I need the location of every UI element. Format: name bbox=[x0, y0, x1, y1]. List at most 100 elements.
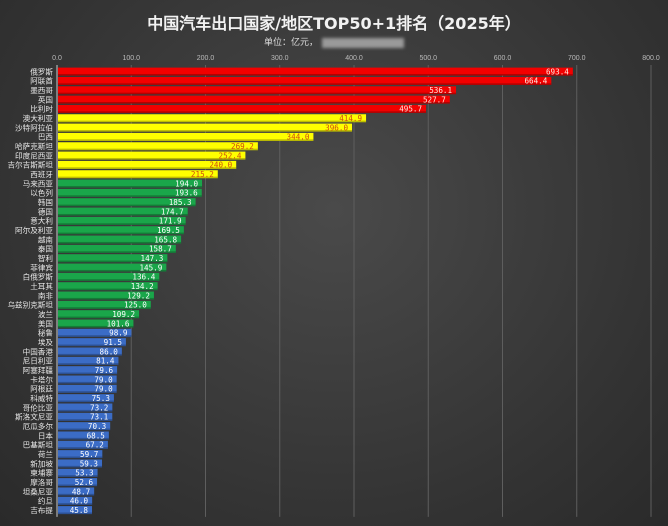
bar bbox=[58, 104, 427, 113]
bar-shadow bbox=[58, 288, 158, 291]
bar bbox=[58, 142, 258, 151]
x-tick-label: 500.0 bbox=[419, 55, 437, 62]
bar-shadow bbox=[58, 307, 151, 309]
category-label: 阿联酋 bbox=[30, 76, 53, 86]
value-label: 174.7 bbox=[161, 207, 184, 216]
bar bbox=[58, 282, 158, 291]
category-label: 俄罗斯 bbox=[30, 66, 53, 76]
category-label: 西班牙 bbox=[30, 169, 53, 179]
bar bbox=[58, 487, 95, 496]
bar bbox=[58, 338, 126, 347]
bar bbox=[58, 76, 552, 85]
value-label: 73.1 bbox=[90, 413, 109, 422]
category-label: 吉尔吉斯斯坦 bbox=[7, 160, 53, 170]
x-tick-label: 400.0 bbox=[345, 55, 363, 62]
value-label: 147.3 bbox=[141, 254, 164, 263]
value-label: 125.0 bbox=[124, 301, 147, 310]
category-label: 荷兰 bbox=[38, 449, 54, 459]
value-label: 495.7 bbox=[399, 105, 422, 114]
category-label: 智利 bbox=[38, 253, 53, 263]
value-label: 693.4 bbox=[546, 67, 569, 76]
x-tick-label: 0.0 bbox=[52, 55, 62, 62]
value-label: 171.9 bbox=[159, 217, 182, 226]
category-label: 厄瓜多尔 bbox=[23, 421, 54, 431]
bar bbox=[58, 300, 151, 309]
bar bbox=[58, 226, 184, 235]
bar-shadow bbox=[58, 213, 188, 216]
bar bbox=[58, 403, 113, 412]
category-label: 尼日利亚 bbox=[23, 356, 54, 366]
bar-shadow bbox=[58, 447, 108, 449]
bar-shadow bbox=[58, 120, 367, 123]
category-label: 阿尔及利亚 bbox=[15, 225, 53, 235]
bar-shadow bbox=[58, 157, 246, 160]
category-label: 德国 bbox=[38, 206, 53, 216]
bar-shadow bbox=[58, 167, 237, 169]
bar bbox=[58, 170, 218, 179]
bar bbox=[58, 496, 93, 505]
value-label: 73.2 bbox=[90, 403, 108, 412]
bar bbox=[58, 310, 140, 319]
bar-shadow bbox=[58, 372, 118, 375]
value-label: 240.0 bbox=[209, 161, 232, 170]
value-label: 70.3 bbox=[88, 422, 106, 431]
x-tick-label: 800.0 bbox=[642, 55, 660, 62]
category-label: 卡塔尔 bbox=[30, 374, 53, 384]
bar bbox=[58, 412, 113, 421]
value-label: 185.3 bbox=[169, 198, 192, 207]
bar-shadow bbox=[58, 204, 196, 207]
value-label: 46.0 bbox=[70, 497, 89, 506]
value-label: 134.2 bbox=[131, 282, 154, 291]
bar-shadow bbox=[58, 148, 258, 151]
bar-shadow bbox=[58, 456, 103, 459]
value-label: 169.5 bbox=[157, 226, 180, 235]
bar bbox=[58, 198, 196, 207]
bar bbox=[58, 506, 93, 515]
bar bbox=[58, 356, 119, 365]
category-label: 韩国 bbox=[38, 197, 53, 207]
category-label: 埃及 bbox=[38, 337, 54, 347]
category-label: 英国 bbox=[38, 94, 53, 104]
category-label: 比利时 bbox=[30, 104, 53, 114]
value-label: 53.3 bbox=[75, 469, 93, 478]
bar bbox=[58, 319, 134, 328]
category-label: 约旦 bbox=[38, 496, 54, 506]
category-label: 巴基斯坦 bbox=[23, 440, 54, 450]
blurred-text bbox=[322, 37, 404, 48]
bar bbox=[58, 114, 367, 123]
category-label: 印度尼西亚 bbox=[15, 150, 53, 160]
bar-shadow bbox=[58, 353, 122, 356]
category-label: 土耳其 bbox=[30, 281, 53, 291]
bar-shadow bbox=[58, 279, 160, 281]
value-label: 98.9 bbox=[109, 329, 128, 338]
bar bbox=[58, 151, 246, 160]
bar-shadow bbox=[58, 475, 98, 477]
bar bbox=[58, 216, 186, 225]
bar-shadow bbox=[58, 325, 134, 328]
bar bbox=[58, 468, 98, 477]
bar-shadow bbox=[58, 428, 111, 431]
category-label: 沙特阿拉伯 bbox=[15, 122, 53, 132]
value-label: 396.0 bbox=[325, 123, 348, 132]
bar-shadow bbox=[58, 437, 109, 440]
value-label: 68.5 bbox=[87, 431, 105, 440]
value-label: 59.7 bbox=[80, 450, 98, 459]
bar bbox=[58, 254, 168, 263]
x-tick-label: 300.0 bbox=[271, 55, 289, 62]
bar-shadow bbox=[58, 83, 552, 85]
value-label: 109.2 bbox=[112, 310, 135, 319]
value-label: 75.3 bbox=[92, 394, 110, 403]
bar-shadow bbox=[58, 503, 93, 505]
value-label: 215.2 bbox=[191, 170, 214, 179]
bar-shadow bbox=[58, 223, 186, 225]
value-label: 52.6 bbox=[75, 478, 94, 487]
bar-shadow bbox=[58, 251, 176, 253]
bar-shadow bbox=[58, 101, 450, 104]
bar bbox=[58, 67, 573, 76]
x-tick-label: 700.0 bbox=[568, 55, 586, 62]
bar bbox=[58, 188, 202, 197]
bar bbox=[58, 207, 188, 216]
value-label: 79.0 bbox=[94, 375, 113, 384]
bar bbox=[58, 394, 114, 403]
chart-title: 中国汽车出口国家/地区TOP50+1排名（2025年） bbox=[147, 14, 521, 33]
